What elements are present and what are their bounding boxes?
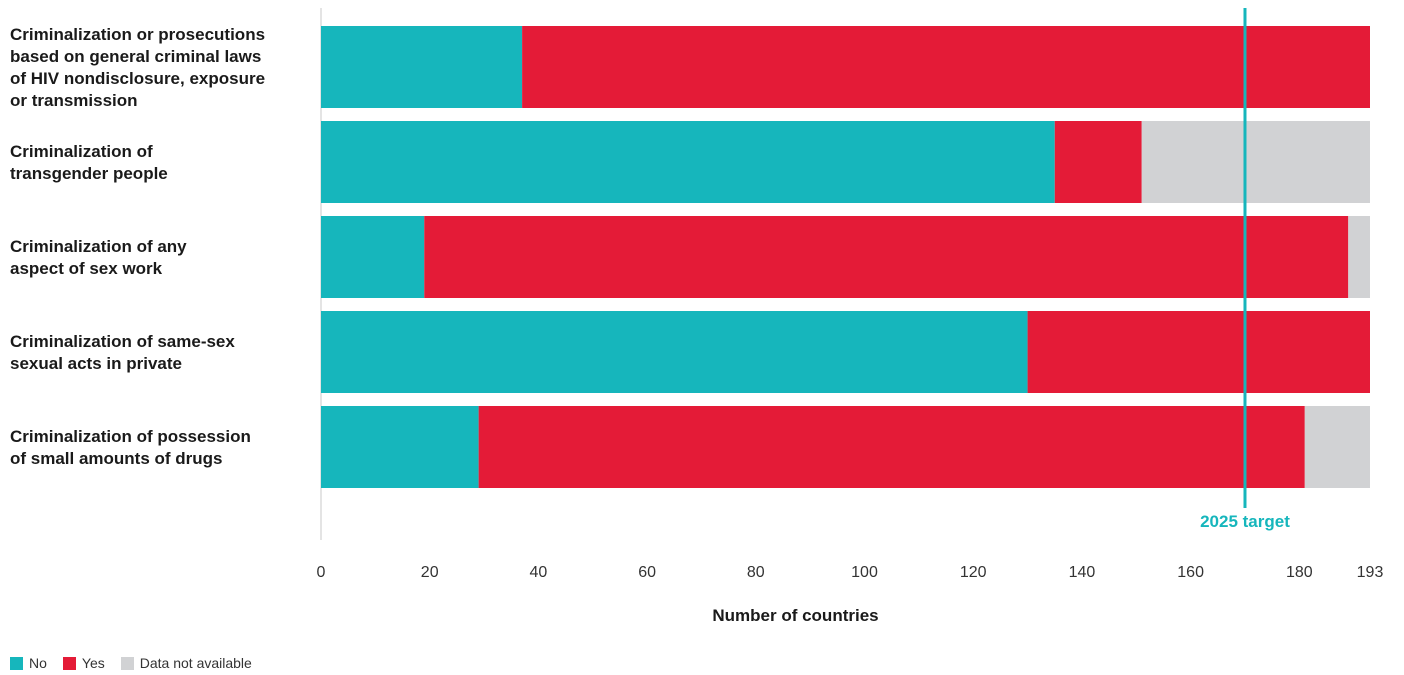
bar-no-4 xyxy=(321,406,479,488)
legend-label-data-not-available: Data not available xyxy=(139,655,252,671)
x-tick-label-193: 193 xyxy=(1357,564,1384,581)
legend-item-no: No xyxy=(10,655,47,671)
x-tick-label-160: 160 xyxy=(1177,564,1204,581)
bar-yes-2 xyxy=(424,216,1349,298)
bar-no-0 xyxy=(321,26,523,108)
x-tick-label-120: 120 xyxy=(960,564,987,581)
legend-swatch-data-not-available xyxy=(120,656,134,670)
bar-yes-0 xyxy=(522,26,1370,108)
category-label-4: Criminalization of possession of small am… xyxy=(10,427,251,468)
category-label-0: Criminalization or prosecutions based on … xyxy=(10,25,265,110)
category-label-2: Criminalization of any aspect of sex work xyxy=(10,237,187,278)
bar-data-not-available-2 xyxy=(1348,216,1370,298)
legend-label-yes: Yes xyxy=(81,655,105,671)
x-tick-label-20: 20 xyxy=(421,564,439,581)
target-label: 2025 target xyxy=(1200,512,1290,531)
bar-yes-4 xyxy=(478,406,1305,488)
bar-yes-3 xyxy=(1027,311,1370,393)
x-tick-label-60: 60 xyxy=(638,564,656,581)
x-tick-label-80: 80 xyxy=(747,564,765,581)
legend-label-no: No xyxy=(29,655,47,671)
bar-no-3 xyxy=(321,311,1028,393)
category-label-3: Criminalization of same-sex sexual acts i… xyxy=(10,332,235,373)
category-label-1: Criminalization of transgender people xyxy=(10,142,168,183)
legend-item-data-not-available: Data not available xyxy=(120,655,252,671)
bar-data-not-available-4 xyxy=(1304,406,1370,488)
x-tick-label-100: 100 xyxy=(851,564,878,581)
x-tick-label-140: 140 xyxy=(1069,564,1096,581)
x-tick-label-180: 180 xyxy=(1286,564,1313,581)
bar-yes-1 xyxy=(1054,121,1142,203)
bar-data-not-available-1 xyxy=(1141,121,1370,203)
bar-no-2 xyxy=(321,216,425,298)
x-axis-title: Number of countries xyxy=(712,606,878,625)
legend-item-yes: Yes xyxy=(62,655,105,671)
legend: No Yes Data not available xyxy=(10,655,252,671)
bar-no-1 xyxy=(321,121,1055,203)
legend-swatch-yes xyxy=(62,656,76,670)
legend-swatch-no xyxy=(10,656,23,670)
x-tick-label-0: 0 xyxy=(317,564,326,581)
x-tick-label-40: 40 xyxy=(530,564,548,581)
